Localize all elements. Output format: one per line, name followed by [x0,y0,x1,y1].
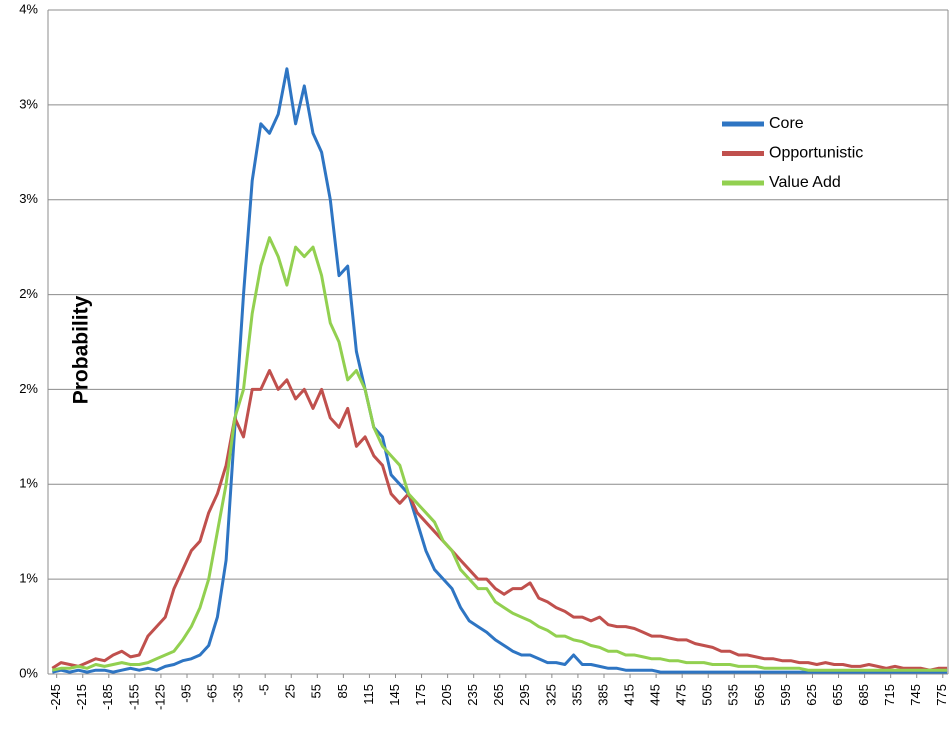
x-tick-label: -155 [126,684,141,710]
x-tick-label: 385 [595,684,610,706]
x-tick-label: 175 [413,684,428,706]
x-tick-label: 85 [335,684,350,698]
y-tick-label: 0% [19,665,38,680]
x-tick-label: -35 [231,684,246,703]
x-tick-label: 55 [309,684,324,698]
x-tick-label: -185 [100,684,115,710]
x-tick-label: 655 [830,684,845,706]
x-tick-label: 565 [752,684,767,706]
x-tick-label: 355 [569,684,584,706]
x-tick-label: -125 [152,684,167,710]
x-tick-label: 415 [621,684,636,706]
x-tick-label: 595 [778,684,793,706]
x-tick-label: 775 [934,684,949,706]
x-tick-label: 265 [491,684,506,706]
x-tick-label: 115 [361,684,376,705]
y-tick-label: 3% [19,191,38,206]
series-line [51,67,948,674]
x-tick-label: 685 [856,684,871,706]
y-tick-label: 2% [19,286,38,301]
x-tick-label: 745 [908,684,923,706]
legend-label: Opportunistic [769,145,863,162]
x-tick-label: -5 [257,684,272,696]
x-tick-label: 25 [283,684,298,698]
y-tick-label: 2% [19,381,38,396]
y-tick-label: 4% [19,1,38,16]
series-line [51,236,948,672]
y-tick-label: 1% [19,476,38,491]
x-tick-label: 295 [517,684,532,706]
series-line [51,369,948,672]
x-tick-label: 325 [543,684,558,706]
x-tick-label: 625 [804,684,819,706]
x-tick-label: 205 [439,684,454,706]
x-tick-label: -245 [48,684,63,710]
legend-label: Value Add [769,174,841,191]
x-tick-label: 145 [387,684,402,706]
x-tick-label: 475 [674,684,689,706]
x-tick-label: 235 [465,684,480,706]
y-tick-label: 3% [19,96,38,111]
x-tick-label: -95 [178,684,193,703]
x-tick-label: -65 [204,684,219,703]
x-tick-label: 535 [726,684,741,706]
x-tick-label: -215 [74,684,89,710]
x-tick-label: 715 [882,684,897,706]
x-tick-label: 505 [700,684,715,706]
y-axis-title: Probability [70,295,93,404]
legend-label: Core [769,115,804,132]
y-tick-label: 1% [19,571,38,586]
x-tick-label: 445 [648,684,663,706]
